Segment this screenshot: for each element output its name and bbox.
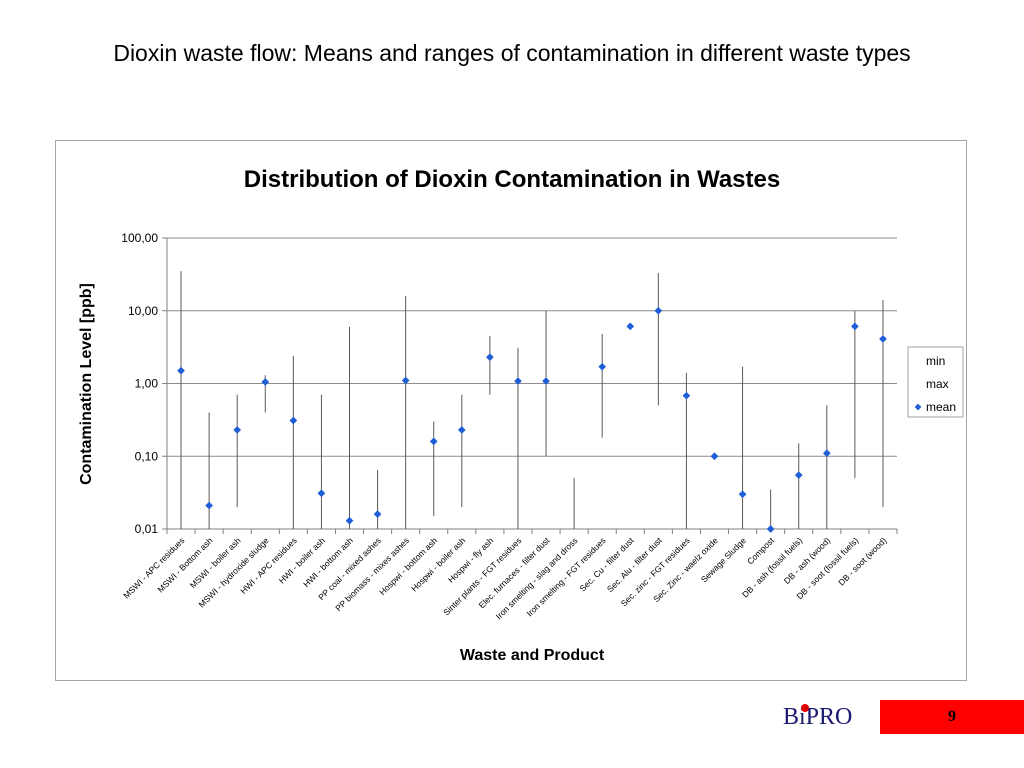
mean-point — [794, 471, 803, 480]
y-tick-label: 0,10 — [135, 449, 159, 463]
mean-point — [822, 449, 831, 458]
mean-point — [457, 425, 466, 434]
mean-point — [738, 490, 747, 499]
y-tick-label: 100,00 — [121, 231, 158, 245]
mean-point — [879, 334, 887, 343]
mean-point — [654, 306, 663, 315]
mean-point — [850, 322, 859, 331]
page-number: 9 — [880, 700, 1024, 734]
legend: min max mean — [907, 346, 964, 418]
x-tick-label: MSWI - boiler ash — [188, 535, 243, 590]
chart-svg: Distribution of Dioxin Contamination in … — [78, 166, 964, 664]
mean-point — [542, 377, 550, 386]
legend-entry: mean — [926, 400, 956, 414]
mean-point — [514, 377, 522, 386]
axes-layer — [162, 237, 898, 534]
mean-point — [710, 452, 719, 461]
mean-point — [177, 366, 185, 375]
bipro-logo: BiPRO — [783, 704, 853, 730]
mean-point — [766, 525, 775, 533]
y-tick-label: 10,00 — [128, 304, 158, 318]
mean-point — [345, 516, 354, 525]
y-axis-label: Contamination Level [ppb] — [78, 283, 95, 485]
mean-point — [261, 378, 270, 386]
y-tick-label: 0,01 — [135, 522, 159, 536]
chart-title: Distribution of Dioxin Contamination in … — [244, 166, 780, 193]
x-axis-label: Waste and Product — [460, 647, 605, 664]
x-tick-label: HWI - bottom ash — [301, 535, 355, 589]
grid-layer — [167, 237, 897, 530]
mean-layer — [177, 306, 887, 533]
legend-entry: min — [926, 354, 945, 368]
mean-point — [289, 416, 298, 425]
legend-mean-marker — [914, 403, 922, 411]
mean-point — [626, 322, 635, 331]
mean-point — [429, 437, 438, 446]
chart-frame: Distribution of Dioxin Contamination in … — [55, 140, 967, 681]
mean-point — [485, 353, 494, 362]
mean-point — [373, 510, 382, 519]
x-tick-label: DB - soot (wood) — [836, 535, 888, 587]
mean-point — [682, 391, 691, 400]
logo-dot-icon — [801, 704, 809, 712]
mean-point — [205, 501, 214, 510]
legend-entry: max — [926, 377, 949, 391]
mean-point — [233, 425, 242, 434]
mean-point — [598, 362, 607, 371]
mean-point — [401, 376, 410, 385]
range-layer — [180, 271, 884, 529]
mean-point — [317, 489, 326, 498]
y-tick-label: 1,00 — [135, 377, 159, 391]
slide-title: Dioxin waste flow: Means and ranges of c… — [113, 40, 911, 66]
